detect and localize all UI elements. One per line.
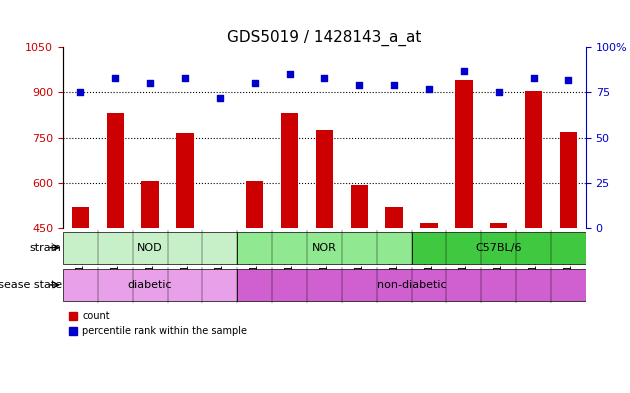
Bar [490,223,508,228]
Point [424,86,434,92]
Point [249,80,260,86]
FancyBboxPatch shape [238,232,411,264]
Point [529,75,539,81]
Text: non-diabetic: non-diabetic [377,280,447,290]
Bar [559,132,577,228]
Bar [72,207,89,228]
Bar [420,223,438,228]
Point [76,89,86,95]
Text: disease state: disease state [0,280,62,290]
Point [145,80,155,86]
FancyBboxPatch shape [63,269,238,301]
Bar [455,80,472,228]
Point [215,95,225,101]
Title: GDS5019 / 1428143_a_at: GDS5019 / 1428143_a_at [227,29,421,46]
Point [319,75,329,81]
Legend: count, percentile rank within the sample: count, percentile rank within the sample [68,311,248,336]
Point [459,68,469,74]
Text: diabetic: diabetic [128,280,173,290]
Bar [141,181,159,228]
Point [494,89,504,95]
Point [563,77,573,83]
Point [110,75,120,81]
Bar [281,114,299,228]
Text: NOR: NOR [312,242,337,253]
FancyBboxPatch shape [63,232,238,264]
Bar [350,185,368,228]
Point [389,82,399,88]
Bar [316,130,333,228]
Text: C57BL/6: C57BL/6 [476,242,522,253]
Text: strain: strain [30,242,62,253]
Bar [386,207,403,228]
Bar [525,91,542,228]
Point [354,82,364,88]
Text: NOD: NOD [137,242,163,253]
Bar [246,181,263,228]
Point [285,71,295,77]
Point [180,75,190,81]
FancyBboxPatch shape [411,232,586,264]
FancyBboxPatch shape [238,269,586,301]
Bar [176,133,194,228]
Bar [106,114,124,228]
